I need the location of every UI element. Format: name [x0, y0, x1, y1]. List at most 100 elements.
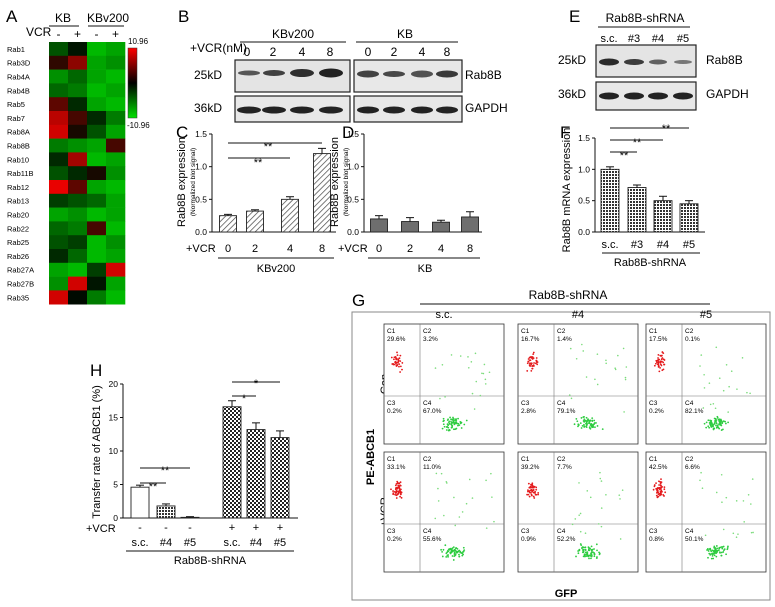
event-dot — [746, 391, 748, 394]
y-tick-label: 1.5 — [347, 129, 359, 139]
x-tick-label: 4 — [438, 243, 444, 255]
event-dot — [707, 556, 709, 559]
event-dot — [588, 427, 591, 429]
red-population — [390, 480, 403, 499]
event-dot — [723, 549, 725, 552]
heatmap-cell — [87, 235, 107, 250]
blot-band — [383, 71, 405, 77]
quadrant-name: C3 — [387, 400, 396, 407]
event-dot — [619, 498, 621, 500]
event-dot — [458, 555, 461, 558]
gene-label: Rab22 — [7, 224, 29, 233]
event-dot — [736, 388, 738, 390]
event-dot — [468, 478, 471, 481]
event-dot — [527, 358, 530, 360]
event-dot — [399, 495, 401, 498]
quadrant-name: C2 — [557, 456, 566, 463]
event-dot — [584, 532, 587, 534]
event-dot — [624, 376, 627, 379]
panel-g-frame — [351, 311, 771, 601]
event-dot — [592, 551, 594, 554]
event-dot — [535, 357, 538, 359]
event-dot — [586, 419, 589, 422]
event-dot — [399, 484, 402, 487]
event-dot — [569, 347, 572, 350]
event-dot — [397, 361, 399, 364]
event-dot — [605, 359, 607, 362]
event-dot — [596, 383, 599, 386]
event-dot — [532, 495, 535, 498]
event-dot — [528, 364, 531, 366]
event-dot — [583, 415, 585, 418]
event-dot — [659, 361, 662, 364]
event-dot — [586, 490, 589, 492]
red-population — [653, 351, 666, 373]
blot-band — [599, 92, 619, 100]
quadrant-name: C3 — [649, 400, 658, 407]
event-dot — [391, 363, 394, 365]
event-dot — [399, 481, 402, 484]
blot-band — [262, 106, 286, 114]
dose-label: 4 — [419, 45, 426, 59]
heatmap-cell — [49, 249, 69, 264]
treatment-sign: - — [57, 27, 61, 41]
significance-label: ** — [633, 137, 642, 149]
event-dot — [716, 424, 719, 427]
event-dot — [528, 356, 531, 359]
event-dot — [530, 369, 533, 372]
y-tick-label: 20 — [109, 379, 119, 389]
event-dot — [394, 356, 397, 358]
flow-plot — [383, 451, 505, 573]
event-dot — [581, 424, 584, 427]
event-dot — [664, 491, 667, 494]
event-dot — [716, 415, 719, 418]
x-tick-label: 8 — [467, 243, 473, 255]
quadrant-name: C2 — [557, 328, 566, 335]
event-dot — [593, 555, 596, 558]
group-label-b-kb: KB — [397, 27, 413, 41]
event-dot — [534, 492, 536, 494]
event-dot — [619, 538, 622, 540]
event-dot — [722, 545, 725, 548]
significance-label: * — [242, 393, 247, 405]
event-dot — [461, 552, 464, 555]
quadrant-value: 67.0% — [423, 408, 442, 415]
event-dot — [532, 353, 535, 356]
event-dot — [590, 548, 593, 551]
blot-band — [411, 70, 433, 78]
y-tick-label: 15 — [109, 413, 119, 423]
blot-band — [319, 106, 343, 114]
event-dot — [655, 494, 658, 497]
event-dot — [707, 425, 710, 428]
event-dot — [583, 418, 586, 421]
quadrant-value: 11.0% — [423, 464, 441, 471]
significance-label: ** — [254, 157, 263, 169]
quadrant-value: 1.4% — [557, 336, 572, 343]
event-dot — [654, 362, 657, 365]
heatmap-cells — [49, 42, 126, 305]
heatmap-cell — [87, 69, 107, 84]
bar — [653, 200, 673, 233]
event-dot — [599, 477, 602, 480]
bar — [679, 203, 699, 233]
quadrant-name: C4 — [685, 400, 694, 407]
event-dot — [458, 424, 461, 427]
blot-bands-e — [599, 58, 693, 100]
heatmap-cell — [49, 111, 69, 126]
event-dot — [713, 554, 716, 557]
event-dot — [700, 471, 702, 474]
event-dot — [450, 421, 453, 423]
event-dot — [656, 487, 659, 490]
heatmap-cell — [106, 221, 126, 236]
event-dot — [652, 488, 655, 491]
event-dot — [455, 550, 458, 553]
event-dot — [459, 355, 462, 357]
event-dot — [596, 353, 599, 355]
gene-label: Rab11B — [7, 169, 34, 178]
event-dot — [583, 423, 585, 426]
x-tick-label: s.c. — [601, 239, 618, 251]
event-dot — [618, 494, 621, 496]
event-dot — [457, 417, 459, 420]
event-dot — [528, 491, 531, 494]
